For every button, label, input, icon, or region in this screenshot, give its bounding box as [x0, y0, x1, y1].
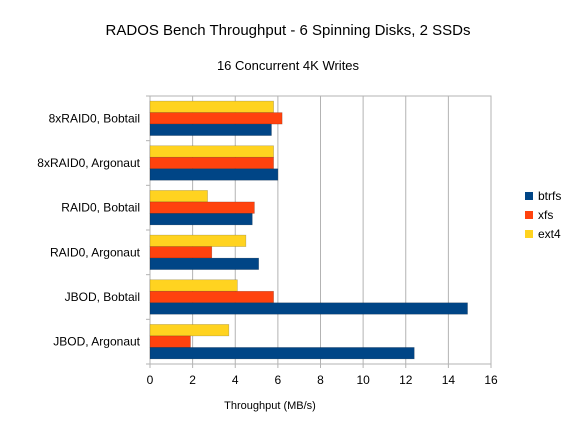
- x-tick-label: 14: [442, 373, 456, 387]
- legend-swatch-btrfs: [525, 192, 533, 200]
- category-label: JBOD, Bobtail: [65, 290, 140, 304]
- bar-btrfs: [149, 168, 279, 181]
- bar-xfs: [149, 201, 255, 214]
- category-label: RAID0, Argonaut: [50, 245, 141, 259]
- grid-lines: [192, 96, 449, 364]
- bar-btrfs: [149, 302, 468, 315]
- category-label: 8xRAID0, Argonaut: [37, 156, 140, 170]
- legend-label-btrfs: btrfs: [538, 189, 561, 203]
- bar-btrfs: [149, 123, 272, 136]
- x-tick-label: 10: [356, 373, 370, 387]
- legend-swatch-xfs: [525, 211, 533, 219]
- bar-xfs: [149, 335, 191, 348]
- legend-label-xfs: xfs: [538, 208, 553, 222]
- x-tick-label: 8: [317, 373, 324, 387]
- x-tick-label: 2: [189, 373, 196, 387]
- x-tick-label: 12: [399, 373, 413, 387]
- category-label: 8xRAID0, Bobtail: [49, 111, 140, 125]
- legend-label-ext4: ext4: [538, 227, 561, 241]
- legend: btrfs xfs ext4: [525, 189, 561, 241]
- x-tick-label: 16: [484, 373, 498, 387]
- bar-xfs: [149, 246, 213, 259]
- bar-xfs: [149, 112, 283, 125]
- bar-xfs: [149, 156, 274, 170]
- category-label: RAID0, Bobtail: [61, 201, 140, 215]
- bar-ext4: [149, 324, 230, 337]
- bars: [149, 100, 468, 360]
- x-axis-label: Throughput (MB/s): [224, 400, 316, 412]
- bar-xfs: [149, 290, 274, 304]
- bar-btrfs: [149, 213, 253, 226]
- bar-btrfs: [149, 347, 415, 360]
- chart-subtitle: 16 Concurrent 4K Writes: [217, 58, 360, 73]
- category-label: JBOD, Argonaut: [53, 335, 140, 349]
- x-tick-label: 6: [275, 373, 282, 387]
- legend-swatch-ext4: [525, 230, 533, 238]
- x-tick-label: 0: [147, 373, 154, 387]
- x-tick-labels: 0 2 4 6 8 10 12 14 16: [147, 364, 498, 387]
- category-labels: 8xRAID0, Bobtail 8xRAID0, Argonaut RAID0, …: [37, 95, 150, 365]
- x-tick-label: 4: [232, 373, 239, 387]
- bar-ext4: [149, 100, 274, 113]
- bar-ext4: [149, 234, 247, 247]
- chart-title: RADOS Bench Throughput - 6 Spinning Disk…: [106, 22, 471, 39]
- bar-ext4: [149, 145, 274, 158]
- bar-ext4: [149, 279, 238, 292]
- bar-ext4: [149, 190, 208, 203]
- bar-btrfs: [149, 257, 259, 270]
